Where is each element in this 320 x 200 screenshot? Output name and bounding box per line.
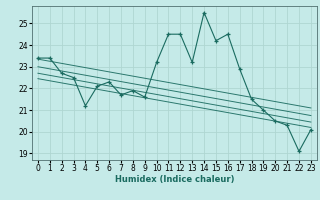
- X-axis label: Humidex (Indice chaleur): Humidex (Indice chaleur): [115, 175, 234, 184]
